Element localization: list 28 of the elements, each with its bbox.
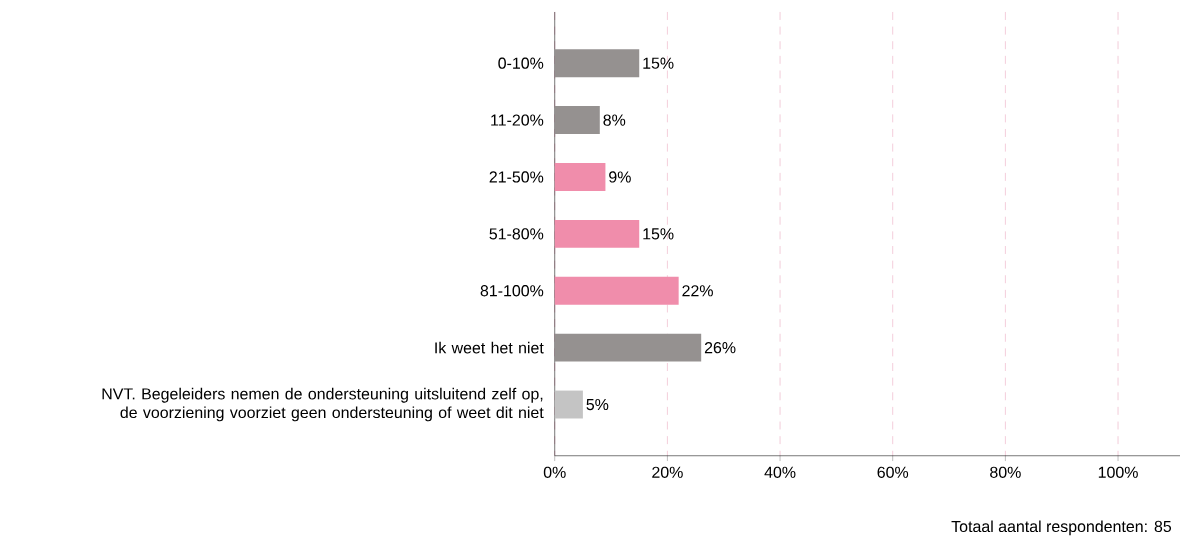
y-tick-label: Ik weet het niet [435,342,544,354]
y-tick-label: 11-20% [491,114,544,126]
y-tick-label: NVT. Begeleiders nemen de ondersteuning uitsluitend zelf op, de voorziening voorziet geen ondersteuning of weet dit niet [102,388,544,422]
x-tick-label: 40% [764,466,796,479]
bar [554,220,640,249]
data-label: 5% [586,399,609,411]
y-tick-label: 81-100% [480,285,544,297]
data-label: 26% [704,342,736,354]
bar [554,390,583,419]
text: Totaal aantal respondenten: 85 [951,520,1172,536]
bar [554,106,600,135]
x-tick-label: 100% [1098,466,1138,479]
bar [554,49,640,78]
bar [554,163,606,192]
x-tick-label: 80% [990,466,1021,479]
data-label: 15% [643,57,674,70]
bar [554,277,679,305]
bar [554,333,702,362]
data-label: 15% [643,228,674,240]
x-tick-label: 60% [877,466,909,479]
x-tick-label: 0% [543,466,566,479]
x-tick-label: 20% [652,466,683,479]
data-label: 9% [609,171,631,183]
y-tick-label: 0-10% [498,57,544,70]
y-tick-label: 21-50% [489,171,544,183]
y-tick-label: 51-80% [489,228,544,240]
data-label: 22% [682,285,713,297]
data-label: 8% [603,114,626,126]
